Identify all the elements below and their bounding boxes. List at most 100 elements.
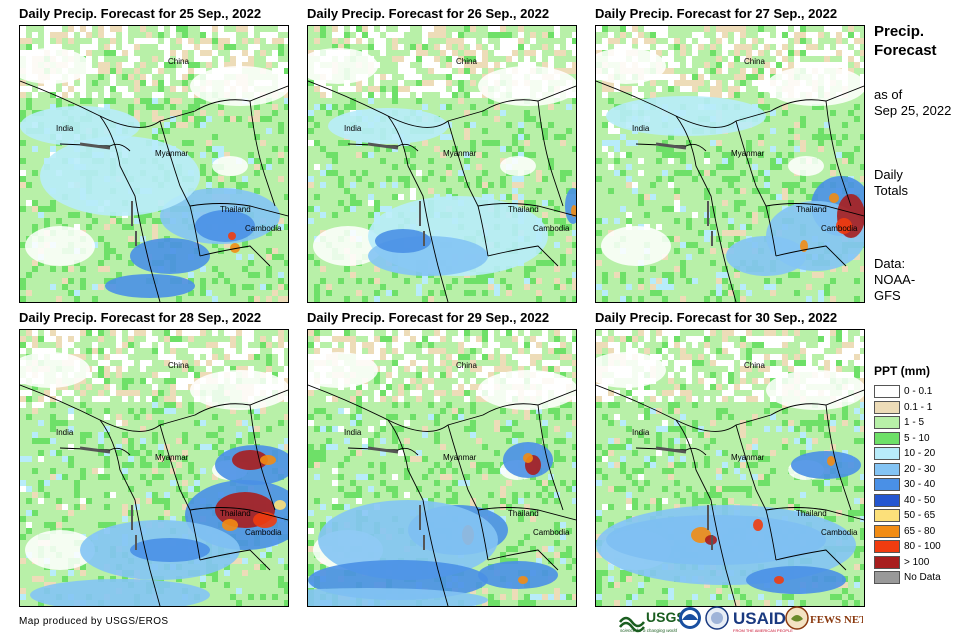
- map-label-china: China: [456, 361, 477, 370]
- legend-item: > 100: [874, 555, 941, 571]
- data-line1: Data:: [874, 256, 906, 271]
- map-label-china: China: [168, 361, 189, 370]
- map-label-thailand: Thailand: [508, 509, 539, 518]
- map-label-myanmar: Myanmar: [731, 149, 765, 158]
- map-label-cambodia: Cambodia: [245, 224, 282, 233]
- daily-line2: Totals: [874, 183, 908, 198]
- agency-logos: USGS science for a changing world USAID …: [618, 604, 867, 634]
- map-label-thailand: Thailand: [796, 509, 827, 518]
- map-label-china: China: [744, 57, 765, 66]
- doc-seal-logo: [705, 606, 729, 630]
- legend-label: 65 - 80: [904, 525, 936, 537]
- sidebar-title: Precip. Forecast: [874, 22, 937, 60]
- legend-item: 30 - 40: [874, 477, 941, 493]
- map-label-india: India: [632, 428, 650, 437]
- legend-label: > 100: [904, 556, 930, 568]
- panel-title: Daily Precip. Forecast for 26 Sep., 2022: [307, 6, 550, 21]
- panel-title: Daily Precip. Forecast for 29 Sep., 2022: [307, 310, 550, 325]
- legend-item: 50 - 65: [874, 508, 941, 524]
- legend-swatch: [874, 509, 900, 523]
- legend-swatch: [874, 400, 900, 414]
- legend-rows: 0 - 0.1 0.1 - 1 1 - 5 5 - 10 10 - 20 20 - 30 3…: [874, 384, 941, 586]
- fewsnet-logo: FEWS NET: [785, 606, 867, 630]
- map-label-cambodia: Cambodia: [245, 528, 282, 537]
- legend-item: 40 - 50: [874, 493, 941, 509]
- legend-label: 0 - 0.1: [904, 386, 933, 398]
- legend-label: 0.1 - 1: [904, 401, 933, 413]
- usgs-logo: USGS science for a changing world: [619, 609, 686, 633]
- legend-swatch: [874, 385, 900, 399]
- legend-item: 80 - 100: [874, 539, 941, 555]
- sidebar-title-line2: Forecast: [874, 42, 937, 59]
- map-label-thailand: Thailand: [220, 509, 251, 518]
- map-label-india: India: [632, 124, 650, 133]
- precip-map: China India Myanmar Thailand Cambodia: [307, 329, 577, 607]
- map-label-myanmar: Myanmar: [155, 149, 189, 158]
- map-label-india: India: [344, 428, 362, 437]
- legend-item: No Data: [874, 570, 941, 586]
- legend-label: 20 - 30: [904, 463, 936, 475]
- legend-title: PPT (mm): [874, 364, 931, 378]
- map-label-cambodia: Cambodia: [533, 528, 570, 537]
- legend-swatch: [874, 571, 900, 585]
- usgs-text: USGS: [646, 609, 686, 625]
- precip-map: China India Myanmar Thailand Cambodia: [307, 25, 577, 303]
- precip-map: China India Myanmar Thailand Cambodia: [19, 329, 289, 607]
- panel-title: Daily Precip. Forecast for 25 Sep., 2022: [19, 6, 262, 21]
- legend-swatch: [874, 462, 900, 476]
- map-label-china: China: [744, 361, 765, 370]
- usgs-tagline: science for a changing world: [620, 628, 678, 633]
- legend-item: 10 - 20: [874, 446, 941, 462]
- map-label-cambodia: Cambodia: [821, 528, 858, 537]
- legend-label: 30 - 40: [904, 479, 936, 491]
- legend-label: 10 - 20: [904, 448, 936, 460]
- data-line2: NOAA-: [874, 272, 916, 287]
- legend-swatch: [874, 416, 900, 430]
- legend-item: 5 - 10: [874, 431, 941, 447]
- sidebar-daily-totals: Daily Totals: [874, 167, 908, 199]
- legend-swatch: [874, 447, 900, 461]
- usaid-tagline: FROM THE AMERICAN PEOPLE: [733, 628, 793, 633]
- panel-title: Daily Precip. Forecast for 28 Sep., 2022: [19, 310, 262, 325]
- data-line3: GFS: [874, 288, 901, 303]
- map-label-thailand: Thailand: [220, 205, 251, 214]
- legend-swatch: [874, 555, 900, 569]
- legend-swatch: [874, 493, 900, 507]
- map-label-india: India: [56, 124, 74, 133]
- legend-item: 1 - 5: [874, 415, 941, 431]
- usaid-logo: USAID FROM THE AMERICAN PEOPLE: [733, 609, 793, 633]
- legend-item: 0.1 - 1: [874, 400, 941, 416]
- sidebar-data-source: Data: NOAA- GFS: [874, 256, 915, 304]
- legend-label: 5 - 10: [904, 432, 930, 444]
- map-label-cambodia: Cambodia: [821, 224, 858, 233]
- sidebar-title-line1: Precip.: [874, 23, 925, 40]
- map-label-thailand: Thailand: [796, 205, 827, 214]
- precip-map: China India Myanmar Thailand Cambodia: [595, 25, 865, 303]
- map-label-india: India: [56, 428, 74, 437]
- map-label-thailand: Thailand: [508, 205, 539, 214]
- precip-legend: PPT (mm) 0 - 0.1 0.1 - 1 1 - 5 5 - 10 10 - 2…: [874, 364, 941, 586]
- legend-label: No Data: [904, 572, 941, 584]
- legend-label: 1 - 5: [904, 417, 925, 429]
- legend-item: 20 - 30: [874, 462, 941, 478]
- map-label-cambodia: Cambodia: [533, 224, 570, 233]
- panel-title: Daily Precip. Forecast for 27 Sep., 2022: [595, 6, 838, 21]
- sidebar-asof: as of Sep 25, 2022: [874, 87, 951, 119]
- daily-line1: Daily: [874, 167, 903, 182]
- legend-swatch: [874, 540, 900, 554]
- legend-item: 65 - 80: [874, 524, 941, 540]
- legend-swatch: [874, 478, 900, 492]
- legend-swatch: [874, 524, 900, 538]
- legend-swatch: [874, 431, 900, 445]
- map-label-myanmar: Myanmar: [155, 453, 189, 462]
- map-label-china: China: [168, 57, 189, 66]
- panel-title: Daily Precip. Forecast for 30 Sep., 2022: [595, 310, 838, 325]
- asof-label: as of: [874, 87, 903, 102]
- map-label-myanmar: Myanmar: [443, 453, 477, 462]
- map-label-china: China: [456, 57, 477, 66]
- noaa-logo: [679, 607, 701, 629]
- map-label-india: India: [344, 124, 362, 133]
- precip-map: China India Myanmar Thailand Cambodia: [19, 25, 289, 303]
- precip-map: China India Myanmar Thailand Cambodia: [595, 329, 865, 607]
- map-label-myanmar: Myanmar: [443, 149, 477, 158]
